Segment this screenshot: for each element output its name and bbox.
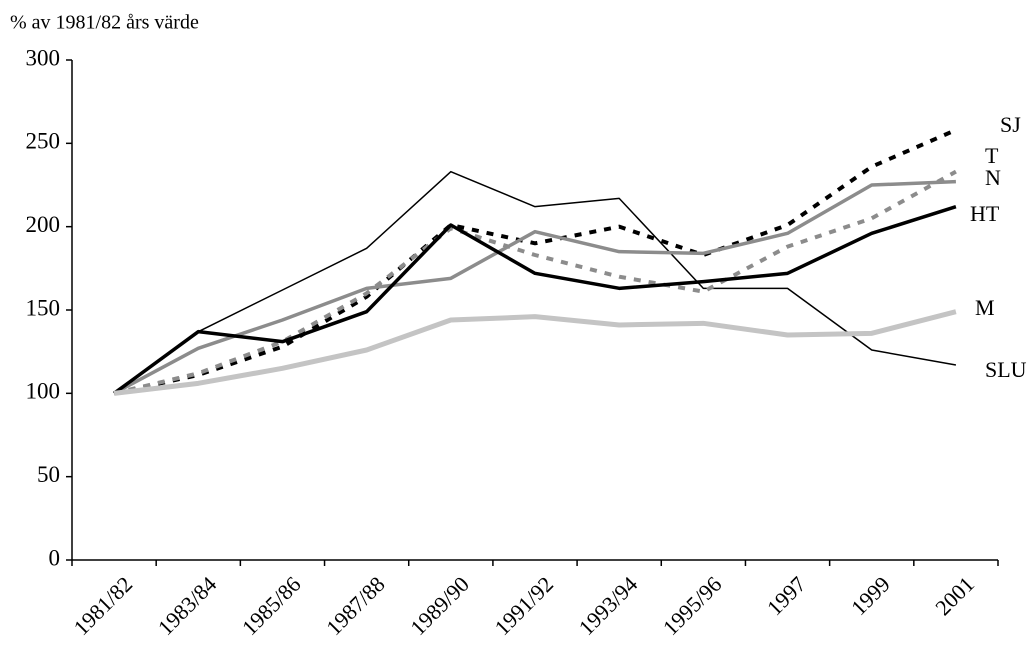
y-tick-label: 300 [26,45,61,70]
y-tick-label: 250 [26,129,61,154]
series-label: T [985,143,999,168]
y-axis-title: % av 1981/82 års värde [10,12,199,34]
series-label: SJ [1000,112,1021,137]
series-label: HT [970,201,1000,226]
y-tick-label: 150 [26,295,61,320]
series-label: N [985,165,1001,190]
x-tick-label: 2001 [930,571,979,620]
series-label: M [975,295,995,320]
x-tick-label: 1995/96 [658,571,727,640]
series-line [113,204,957,395]
x-tick-label: 1983/84 [153,571,222,640]
x-tick-label: 1991/92 [489,571,558,640]
y-tick-label: 0 [49,545,61,570]
series-line [113,170,957,394]
series-line [113,128,957,396]
y-tick-label: 200 [26,212,61,237]
x-tick-label: 1999 [846,571,895,620]
y-tick-label: 100 [26,379,61,404]
series-line [113,179,956,395]
x-tick-label: 1989/90 [405,571,474,640]
series-line [113,169,957,396]
x-tick-label: 1981/82 [69,571,138,640]
x-tick-label: 1997 [762,571,811,620]
x-tick-label: 1985/86 [237,571,306,640]
series-line [113,309,957,396]
series-label: SLU [985,357,1027,382]
x-tick-label: 1993/94 [574,571,643,640]
y-tick-label: 50 [37,462,60,487]
x-tick-label: 1987/88 [321,571,390,640]
